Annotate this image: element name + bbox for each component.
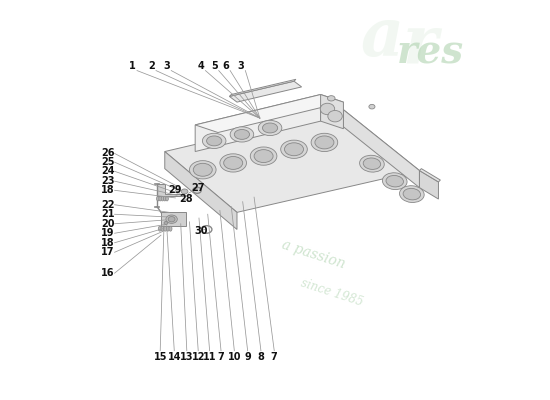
Ellipse shape bbox=[163, 226, 167, 231]
Text: 17: 17 bbox=[101, 247, 114, 257]
Ellipse shape bbox=[161, 226, 164, 231]
Ellipse shape bbox=[161, 196, 164, 201]
Text: 20: 20 bbox=[101, 219, 114, 229]
Text: 3: 3 bbox=[163, 61, 170, 71]
Text: 22: 22 bbox=[101, 200, 114, 210]
Polygon shape bbox=[165, 152, 237, 230]
Text: since 1985: since 1985 bbox=[299, 276, 365, 308]
Text: 21: 21 bbox=[101, 209, 114, 219]
Text: 5: 5 bbox=[211, 61, 218, 71]
Text: 18: 18 bbox=[101, 185, 114, 195]
Text: 29: 29 bbox=[169, 185, 182, 195]
Ellipse shape bbox=[363, 158, 381, 170]
Polygon shape bbox=[161, 212, 186, 226]
Text: 8: 8 bbox=[257, 352, 265, 362]
Polygon shape bbox=[195, 94, 343, 132]
Text: 2: 2 bbox=[148, 61, 155, 71]
Text: 27: 27 bbox=[191, 183, 205, 193]
Ellipse shape bbox=[234, 130, 250, 139]
Text: 15: 15 bbox=[153, 352, 167, 362]
Text: 28: 28 bbox=[179, 194, 192, 204]
Text: 19: 19 bbox=[101, 228, 114, 238]
Text: 11: 11 bbox=[203, 352, 216, 362]
Text: 24: 24 bbox=[101, 166, 114, 176]
Ellipse shape bbox=[168, 216, 175, 222]
Ellipse shape bbox=[258, 120, 282, 136]
Ellipse shape bbox=[166, 226, 169, 231]
Ellipse shape bbox=[202, 133, 226, 148]
Polygon shape bbox=[420, 169, 441, 182]
Polygon shape bbox=[165, 110, 420, 212]
Text: a: a bbox=[360, 5, 403, 70]
Text: 9: 9 bbox=[244, 352, 251, 362]
Text: 7: 7 bbox=[218, 352, 224, 362]
Ellipse shape bbox=[224, 156, 243, 169]
Ellipse shape bbox=[262, 123, 278, 133]
Text: 3: 3 bbox=[238, 61, 244, 71]
Text: r: r bbox=[402, 12, 437, 78]
Ellipse shape bbox=[157, 196, 160, 201]
Ellipse shape bbox=[166, 196, 168, 201]
Ellipse shape bbox=[280, 140, 307, 158]
Ellipse shape bbox=[159, 196, 162, 201]
Ellipse shape bbox=[382, 173, 407, 190]
Text: 16: 16 bbox=[101, 268, 114, 278]
Ellipse shape bbox=[169, 226, 172, 231]
Ellipse shape bbox=[399, 186, 424, 202]
Text: 23: 23 bbox=[101, 176, 114, 186]
Text: 10: 10 bbox=[228, 352, 241, 362]
Text: 14: 14 bbox=[168, 352, 181, 362]
Text: 26: 26 bbox=[101, 148, 114, 158]
Text: 12: 12 bbox=[191, 352, 205, 362]
Polygon shape bbox=[420, 170, 438, 199]
Ellipse shape bbox=[284, 143, 304, 156]
Text: 13: 13 bbox=[180, 352, 194, 362]
Text: 18: 18 bbox=[101, 238, 114, 248]
Ellipse shape bbox=[328, 110, 342, 122]
Ellipse shape bbox=[327, 96, 335, 101]
Text: 25: 25 bbox=[101, 157, 114, 167]
Text: 6: 6 bbox=[222, 61, 229, 71]
Ellipse shape bbox=[250, 147, 277, 165]
Ellipse shape bbox=[163, 196, 166, 201]
Ellipse shape bbox=[189, 161, 216, 179]
Text: 4: 4 bbox=[197, 61, 204, 71]
Polygon shape bbox=[229, 79, 296, 96]
Ellipse shape bbox=[158, 226, 161, 231]
Ellipse shape bbox=[320, 103, 335, 115]
Ellipse shape bbox=[220, 154, 246, 172]
Ellipse shape bbox=[193, 163, 212, 176]
Text: 1: 1 bbox=[129, 61, 136, 71]
Ellipse shape bbox=[207, 136, 222, 146]
Ellipse shape bbox=[369, 104, 375, 109]
Ellipse shape bbox=[254, 150, 273, 162]
Ellipse shape bbox=[386, 176, 404, 187]
Ellipse shape bbox=[166, 215, 177, 223]
Polygon shape bbox=[157, 184, 184, 196]
Ellipse shape bbox=[230, 127, 254, 142]
Ellipse shape bbox=[315, 136, 334, 149]
Ellipse shape bbox=[403, 188, 421, 200]
Text: a passion: a passion bbox=[279, 237, 346, 271]
Polygon shape bbox=[195, 94, 321, 152]
Ellipse shape bbox=[164, 222, 168, 224]
Polygon shape bbox=[343, 110, 420, 188]
Polygon shape bbox=[321, 94, 343, 129]
Polygon shape bbox=[229, 81, 301, 102]
Ellipse shape bbox=[360, 155, 384, 172]
Text: res: res bbox=[397, 34, 464, 72]
Ellipse shape bbox=[181, 189, 188, 194]
Text: 7: 7 bbox=[271, 352, 278, 362]
Text: 30: 30 bbox=[194, 226, 208, 236]
Ellipse shape bbox=[311, 133, 338, 152]
